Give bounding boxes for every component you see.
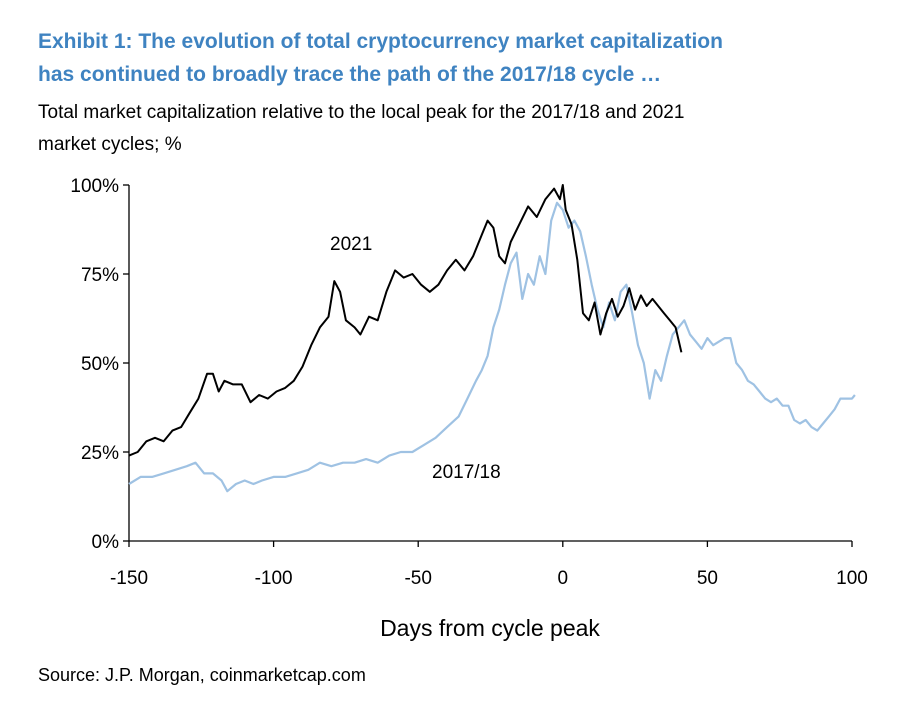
x-tick-label: -50 <box>404 568 431 589</box>
x-tick-label: 50 <box>697 568 718 589</box>
y-tick-label: 100% <box>70 176 119 197</box>
source: Source: J.P. Morgan, coinmarketcap.com <box>38 665 366 685</box>
x-tick-label: -150 <box>110 568 148 589</box>
annotation: 2021 <box>330 234 372 255</box>
annotation: 2017/18 <box>432 462 501 483</box>
y-tick-label: 75% <box>81 265 119 286</box>
chart-title: has continued to broadly trace the path … <box>38 63 661 86</box>
chart-subtitle: market cycles; % <box>38 134 182 155</box>
x-axis-label: Days from cycle peak <box>380 615 600 641</box>
x-tick-label: 0 <box>558 568 569 589</box>
chart-subtitle: Total market capitalization relative to … <box>38 102 684 123</box>
y-tick-label: 50% <box>81 354 119 375</box>
y-tick-label: 25% <box>81 443 119 464</box>
x-tick-label: 100 <box>836 568 868 589</box>
line-series <box>128 184 683 457</box>
x-tick-label: -100 <box>255 568 293 589</box>
chart-title: Exhibit 1: The evolution of total crypto… <box>38 30 723 53</box>
line-series <box>128 201 856 493</box>
y-tick-label: 0% <box>92 532 120 553</box>
